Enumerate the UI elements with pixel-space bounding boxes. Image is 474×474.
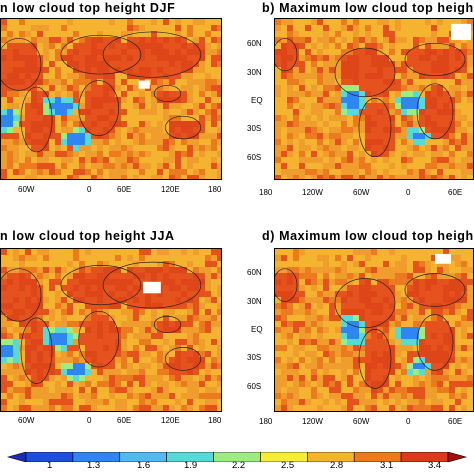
- map-b-field: [275, 19, 473, 179]
- lon-label: 0: [87, 185, 92, 194]
- lat-label: 60S: [247, 153, 262, 162]
- lon-label: 180: [208, 185, 222, 194]
- lat-label: 30N: [247, 297, 262, 306]
- lon-label: 0: [406, 417, 411, 426]
- map-a-field: [1, 19, 221, 179]
- colorbar-label: 1.9: [184, 460, 198, 471]
- colorbar-label: 1: [47, 460, 53, 471]
- lat-label: 30N: [247, 68, 262, 77]
- lon-label: 60E: [448, 188, 463, 197]
- lon-label: 60W: [353, 188, 370, 197]
- map-panel-b: [274, 18, 474, 180]
- lon-label: 60W: [18, 416, 35, 425]
- map-d-field: [275, 249, 473, 411]
- panel-c-title: n low cloud top height JJA: [0, 229, 175, 243]
- lon-label: 60E: [117, 185, 132, 194]
- colorbar-label: 2.2: [232, 460, 246, 471]
- lon-label: 0: [87, 416, 92, 425]
- lon-label: 120E: [161, 185, 180, 194]
- lon-label: 60W: [353, 417, 370, 426]
- colorbar-label: 3.1: [380, 460, 394, 471]
- panel-d-title: d) Maximum low cloud top height: [262, 229, 474, 243]
- colorbar-label: 2.8: [330, 460, 344, 471]
- panel-b-title: b) Maximum low cloud top height: [262, 1, 474, 15]
- lon-label: 120E: [161, 416, 180, 425]
- colorbar: [6, 452, 468, 462]
- lat-label: EQ: [251, 96, 263, 105]
- colorbar-segment: [447, 452, 468, 462]
- lon-label: 60E: [448, 417, 463, 426]
- map-c-field: [1, 249, 221, 411]
- map-panel-c: [0, 248, 222, 412]
- lon-label: 180: [208, 416, 222, 425]
- panel-a-title: n low cloud top height DJF: [0, 1, 176, 15]
- lon-label: 180: [259, 417, 273, 426]
- lon-label: 0: [406, 188, 411, 197]
- lat-label: 60N: [247, 268, 262, 277]
- lat-label: 60N: [247, 39, 262, 48]
- lat-label: 30S: [247, 124, 262, 133]
- lon-label: 60W: [18, 185, 35, 194]
- lon-label: 60E: [117, 416, 132, 425]
- lat-label: 30S: [247, 353, 262, 362]
- colorbar-label: 1.6: [137, 460, 151, 471]
- colorbar-segment: [353, 452, 402, 462]
- colorbar-label: 3.4: [428, 460, 442, 471]
- lon-label: 120W: [302, 417, 323, 426]
- lon-label: 180: [259, 188, 273, 197]
- colorbar-label: 1.3: [87, 460, 101, 471]
- map-panel-a: [0, 18, 222, 180]
- lat-label: EQ: [251, 325, 263, 334]
- colorbar-segment: [6, 452, 27, 462]
- map-panel-d: [274, 248, 474, 412]
- lon-label: 120W: [302, 188, 323, 197]
- colorbar-label: 2.5: [281, 460, 295, 471]
- lat-label: 60S: [247, 382, 262, 391]
